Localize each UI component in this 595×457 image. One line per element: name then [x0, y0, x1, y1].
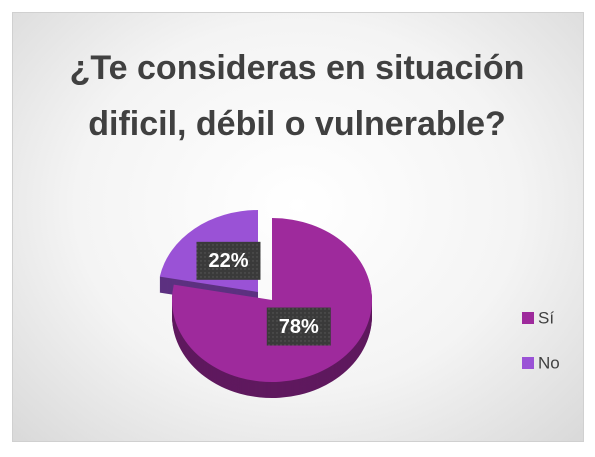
data-label: 22% — [208, 250, 248, 272]
legend-label: No — [538, 353, 560, 372]
legend-label: Sí — [538, 308, 554, 327]
data-label-box — [196, 241, 261, 280]
data-label-box — [266, 307, 331, 346]
data-label: 78% — [279, 316, 319, 338]
chart-title: ¿Te consideras en situación dificil, déb… — [69, 49, 525, 143]
legend-swatch — [522, 312, 534, 324]
legend-swatch — [522, 357, 534, 369]
